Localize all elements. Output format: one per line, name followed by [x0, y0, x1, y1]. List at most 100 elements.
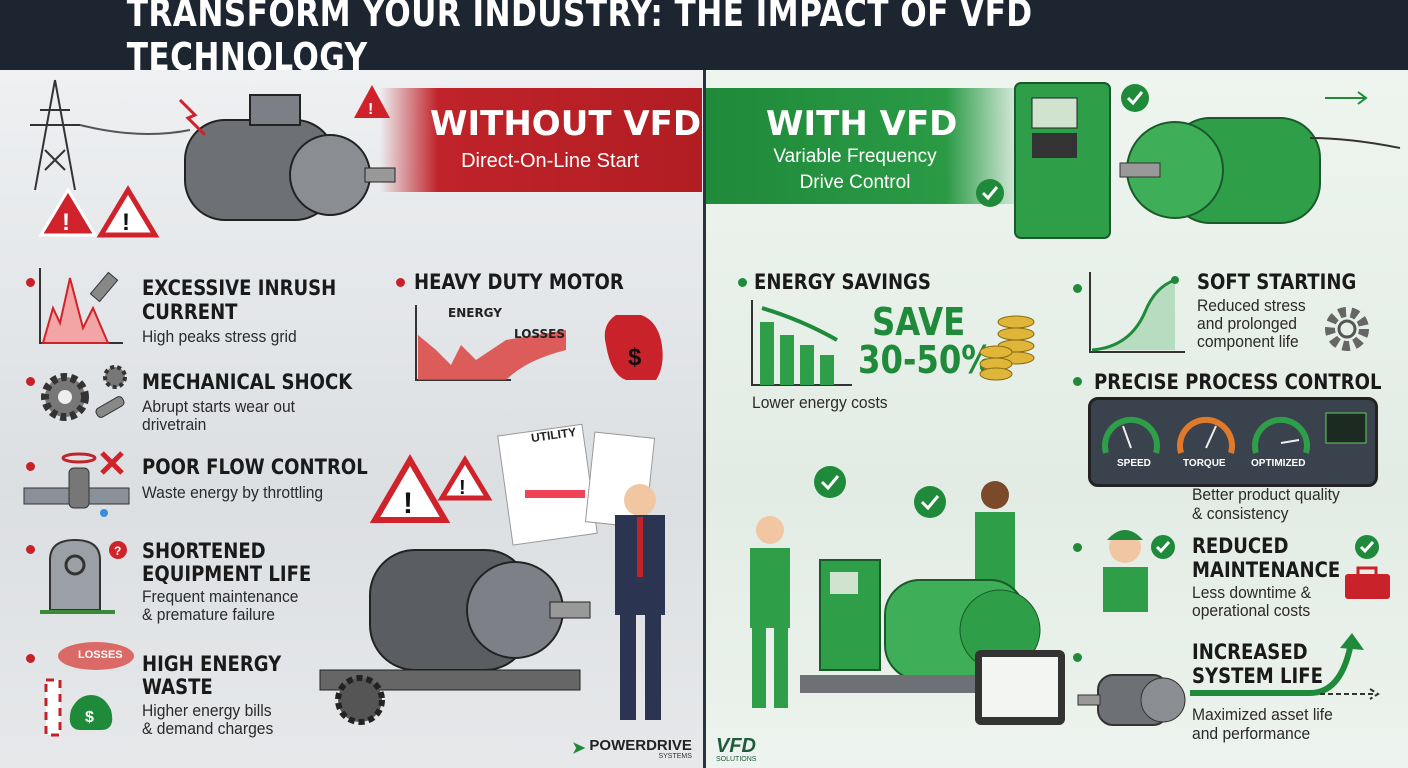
item-title: POOR FLOW CONTROL: [142, 455, 368, 479]
item-desc: Maximized asset life: [1192, 705, 1333, 724]
svg-text:!: !: [122, 209, 130, 236]
logo-tagline: SOLUTIONS: [716, 756, 757, 763]
vfd-drive-motor-illustration: [976, 82, 1401, 239]
gear-icon: [335, 675, 385, 725]
item-title: SYSTEM LIFE: [1192, 664, 1323, 688]
item-desc: and performance: [1192, 724, 1311, 743]
energy-losses-chart-icon: $: [415, 305, 663, 381]
bullet: [1073, 284, 1082, 293]
gauge-label-optimized: OPTIMIZED: [1251, 458, 1306, 469]
svg-text:!: !: [403, 487, 413, 520]
without-vfd-heading: WITHOUT VFD: [430, 104, 702, 144]
item-title: EXCESSIVE INRUSH: [142, 276, 337, 300]
bullet: [396, 278, 405, 287]
svg-text:!: !: [62, 209, 70, 236]
without-vfd-subheading: Direct-On-Line Start: [461, 150, 639, 172]
save-text: SAVE: [872, 300, 966, 344]
soft-starting-desc: component life: [1197, 332, 1299, 351]
with-vfd-subheading: Drive Control: [799, 172, 911, 193]
logo-name: VFD: [716, 735, 756, 757]
check-circle-icon: [814, 466, 846, 498]
technician-icon: [750, 516, 790, 708]
vfd-drive-icon: [1014, 82, 1111, 239]
item-title: SHORTENED: [142, 539, 266, 563]
precise-control-desc: Better product quality: [1192, 485, 1340, 504]
vfd-workers-scene: [750, 466, 1065, 725]
warning-triangle-icon: !: [354, 85, 390, 118]
heavy-duty-motor-title: HEAVY DUTY MOTOR: [414, 270, 624, 294]
bullet: [738, 278, 747, 287]
tablet-icon: [975, 650, 1065, 725]
item-title: INCREASED: [1192, 640, 1308, 664]
svg-text:?: ?: [114, 544, 121, 558]
motor-icon: [1119, 117, 1321, 224]
bullet: [1073, 377, 1082, 386]
soft-starting-desc: Reduced stress: [1197, 296, 1306, 315]
check-circle-icon: [1355, 535, 1379, 559]
without-vfd-banner: [380, 88, 702, 192]
motor-icon: [184, 94, 396, 221]
utility-bill-icon: [497, 423, 656, 546]
item-title: REDUCED: [1192, 534, 1289, 558]
page-title: TRANSFORM YOUR INDUSTRY: THE IMPACT OF V…: [126, 0, 1033, 79]
gear-icon: [1325, 307, 1369, 351]
soft-starting-desc: and prolonged: [1197, 314, 1298, 333]
control-dashboard: SPEED TORQUE OPTIMIZED: [1088, 397, 1378, 487]
power-pylon-icon: [30, 79, 191, 191]
item-title: CURRENT: [142, 300, 238, 324]
gauge-label-speed: SPEED: [1117, 458, 1151, 469]
item-title: MAINTENANCE: [1192, 558, 1341, 582]
check-circle-icon: [1151, 535, 1175, 559]
broken-gear-icon: [41, 365, 127, 421]
logo-swirl-icon: ➤: [572, 740, 586, 757]
with-vfd-banner: [706, 88, 1026, 204]
technician-icon: [1103, 530, 1175, 612]
warning-triangle-icon: !: [369, 454, 451, 523]
check-circle-icon: [1121, 84, 1149, 112]
energy-savings-title: ENERGY SAVINGS: [754, 270, 931, 294]
bullet: [26, 377, 35, 386]
motor-icon: [319, 549, 591, 691]
check-circle-icon: [914, 486, 946, 518]
energy-savings-desc: Lower energy costs: [752, 393, 888, 412]
warning-triangle-icon: !: [437, 455, 493, 501]
item-desc: Abrupt starts wear out: [142, 397, 296, 416]
gauge-label-torque: TORQUE: [1183, 458, 1226, 469]
save-percent: 30-50%: [858, 338, 994, 382]
dol-motor-illustration: ! ! !: [30, 79, 396, 238]
warning-triangle-icon: !: [38, 187, 98, 237]
decreasing-bars-chart-icon: [751, 300, 852, 386]
svg-text:$: $: [85, 709, 94, 726]
with-vfd-subheading: Variable Frequency: [773, 146, 937, 167]
vfd-drive-icon: [819, 559, 881, 671]
svg-text:!: !: [459, 477, 466, 499]
current-spike-chart-icon: [39, 268, 123, 344]
item-desc: & premature failure: [142, 605, 276, 624]
with-vfd-heading: WITH VFD: [766, 104, 958, 144]
bullet: [26, 545, 35, 554]
coin-stack-icon: [979, 315, 1035, 381]
item-desc: High peaks stress grid: [142, 327, 297, 346]
svg-text:!: !: [368, 101, 373, 118]
title-bar: TRANSFORM YOUR INDUSTRY: THE IMPACT OF V…: [0, 0, 1408, 79]
valve-pipe-icon: [23, 451, 130, 517]
losses-label: LOSSES: [514, 327, 566, 341]
toolbox-icon: [1345, 535, 1390, 599]
vfd-solutions-logo: VFD SOLUTIONS: [716, 736, 756, 763]
item-desc: Less downtime &: [1192, 583, 1312, 602]
item-desc: Higher energy bills: [142, 701, 272, 720]
soft-starting-title: SOFT STARTING: [1197, 270, 1357, 294]
energy-label: ENERGY: [448, 306, 502, 320]
logo-name: POWERDRIVE: [589, 737, 692, 754]
logo-tagline: SYSTEMS: [658, 753, 692, 760]
item-desc: Frequent maintenance: [142, 587, 299, 606]
check-circle-icon: [976, 179, 1004, 207]
item-title: WASTE: [142, 675, 213, 699]
losses-cloud-label: LOSSES: [78, 649, 123, 661]
bullet: [26, 654, 35, 663]
item-title: MECHANICAL SHOCK: [142, 370, 353, 394]
precise-control-title: PRECISE PROCESS CONTROL: [1094, 370, 1382, 394]
stressed-manager-icon: [615, 484, 665, 720]
tombstone-icon: ?: [40, 538, 127, 614]
svg-text:$: $: [628, 344, 642, 371]
